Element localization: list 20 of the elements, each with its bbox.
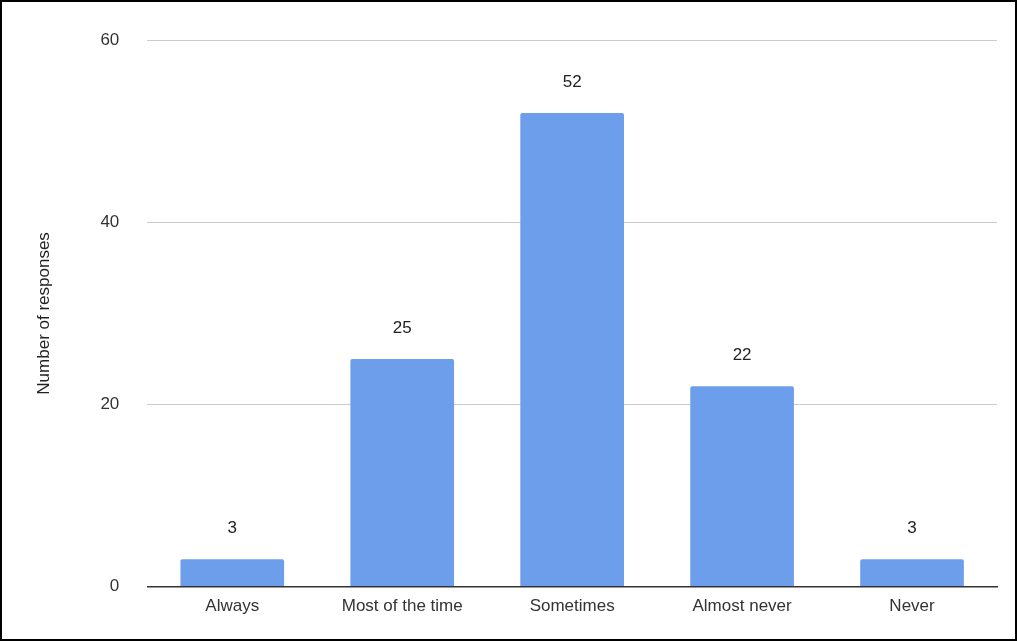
data-label: 3 — [907, 518, 917, 538]
bar — [690, 386, 794, 587]
bar — [520, 113, 624, 587]
data-label: 52 — [562, 72, 582, 92]
y-tick-label: 20 — [100, 394, 120, 414]
bar — [180, 559, 285, 587]
data-label: 22 — [732, 345, 752, 365]
x-tick-label: Sometimes — [529, 596, 615, 616]
bar — [860, 559, 964, 587]
y-tick-label: 40 — [100, 212, 120, 232]
y-tick-label: 0 — [109, 576, 120, 596]
bar — [350, 358, 455, 587]
x-tick-label: Almost never — [692, 596, 793, 616]
x-tick-label: Most of the time — [341, 596, 463, 616]
x-tick-label: Never — [889, 596, 936, 616]
data-label: 3 — [227, 518, 238, 538]
data-label: 25 — [392, 318, 412, 338]
y-tick-label: 60 — [100, 29, 120, 49]
x-tick-label: Always — [205, 596, 260, 616]
y-axis-title: Number of responses — [33, 232, 53, 395]
